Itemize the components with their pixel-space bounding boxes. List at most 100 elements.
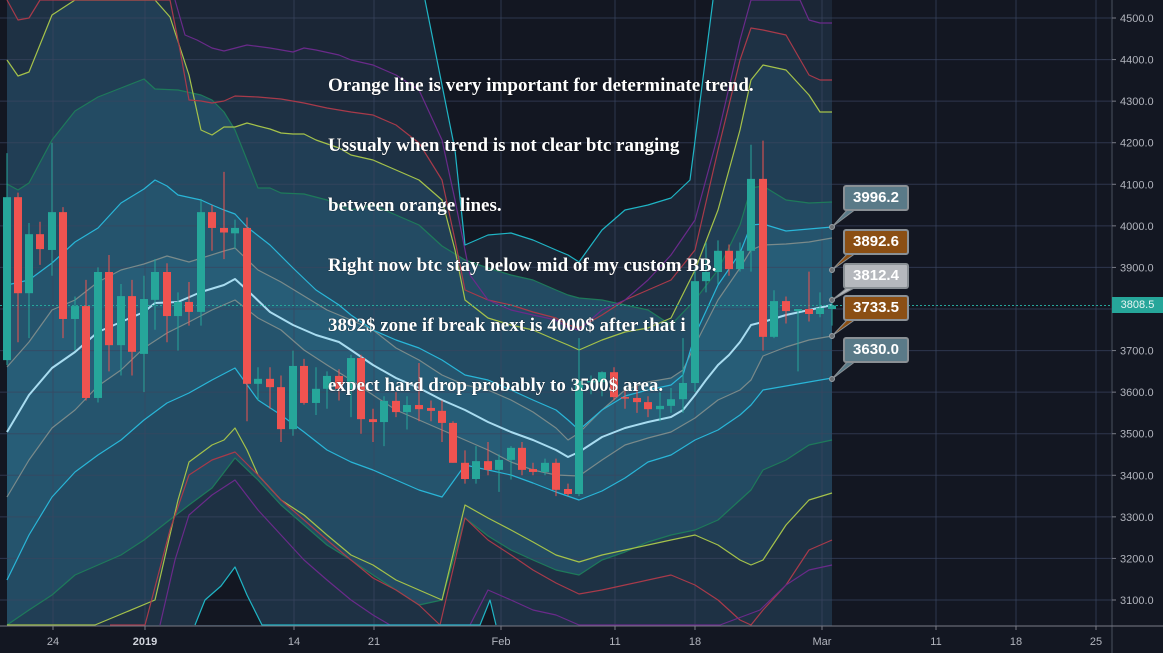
last-price-badge: 3808.5 bbox=[1112, 297, 1163, 313]
candle[interactable] bbox=[415, 363, 423, 422]
candle[interactable] bbox=[770, 290, 778, 339]
annotation-text[interactable]: Orange line is very important for determ… bbox=[328, 36, 754, 416]
candle[interactable] bbox=[541, 458, 549, 476]
candle[interactable] bbox=[3, 153, 11, 366]
candle[interactable] bbox=[794, 308, 802, 372]
candle[interactable] bbox=[518, 442, 526, 476]
callout-anchor bbox=[829, 333, 835, 339]
annotation-line: 3892$ zone if break next is 4000$ after … bbox=[328, 315, 686, 336]
candle[interactable] bbox=[220, 171, 228, 260]
candle[interactable] bbox=[347, 354, 355, 418]
candle[interactable] bbox=[484, 442, 492, 476]
time-axis[interactable]: 24 2019 14 21 Feb 11 18 Mar 11 18 25 bbox=[0, 625, 1163, 648]
price-tick-label: 3500.0 bbox=[1120, 429, 1154, 441]
price-tick-label: 4200.0 bbox=[1120, 138, 1154, 150]
candle[interactable] bbox=[461, 450, 469, 484]
time-tick-label: 11 bbox=[930, 636, 941, 648]
callout-anchor bbox=[829, 376, 835, 382]
candle[interactable] bbox=[552, 458, 560, 497]
candle[interactable] bbox=[335, 369, 343, 401]
candle[interactable] bbox=[679, 338, 687, 413]
candle[interactable] bbox=[174, 292, 182, 351]
candle[interactable] bbox=[449, 421, 457, 463]
price-callout[interactable]: 3812.4 bbox=[843, 263, 909, 289]
candle[interactable] bbox=[117, 284, 125, 376]
price-axis[interactable]: 4500.0 4400.0 4300.0 4200.0 4100.0 4000.0 3900… bbox=[1111, 0, 1154, 653]
candle[interactable] bbox=[48, 142, 56, 276]
candle[interactable] bbox=[587, 375, 595, 395]
candle[interactable] bbox=[598, 371, 606, 397]
candle[interactable] bbox=[507, 446, 515, 480]
candle[interactable] bbox=[392, 392, 400, 418]
candle[interactable] bbox=[25, 222, 33, 339]
candle[interactable] bbox=[243, 217, 251, 422]
candle[interactable] bbox=[759, 140, 767, 351]
candle[interactable] bbox=[816, 292, 824, 318]
candle[interactable] bbox=[564, 483, 572, 497]
candle[interactable] bbox=[36, 221, 44, 265]
candle[interactable] bbox=[266, 367, 274, 409]
price-tick-label: 3900.0 bbox=[1120, 262, 1154, 274]
candle[interactable] bbox=[94, 267, 102, 403]
callout-anchor bbox=[829, 297, 835, 303]
candle[interactable] bbox=[197, 198, 205, 326]
candle[interactable] bbox=[369, 408, 377, 443]
candle[interactable] bbox=[427, 400, 435, 422]
candle[interactable] bbox=[357, 354, 365, 434]
candle[interactable] bbox=[277, 375, 285, 443]
candle[interactable] bbox=[208, 205, 216, 251]
candle[interactable] bbox=[300, 358, 308, 405]
candle[interactable] bbox=[633, 385, 641, 413]
candle[interactable] bbox=[782, 296, 790, 324]
candle[interactable] bbox=[747, 144, 755, 272]
candle[interactable] bbox=[128, 279, 136, 376]
annotation-line: expect hard drop probably to 3500$ area. bbox=[328, 375, 664, 396]
candlestick-series[interactable] bbox=[3, 140, 836, 497]
price-callout[interactable]: 3996.2 bbox=[843, 185, 909, 211]
candle[interactable] bbox=[14, 192, 22, 343]
price-callout[interactable]: 3892.6 bbox=[843, 229, 909, 255]
candle[interactable] bbox=[185, 281, 193, 326]
callout-anchor bbox=[829, 267, 835, 273]
candle[interactable] bbox=[254, 367, 262, 401]
bb-upper-6-line bbox=[174, 0, 832, 331]
candle[interactable] bbox=[403, 396, 411, 430]
candle[interactable] bbox=[610, 367, 618, 401]
candle[interactable] bbox=[702, 242, 710, 293]
candle[interactable] bbox=[312, 367, 320, 416]
candle[interactable] bbox=[621, 387, 629, 409]
candle[interactable] bbox=[667, 387, 675, 413]
candle[interactable] bbox=[163, 263, 171, 343]
candle[interactable] bbox=[380, 396, 388, 447]
candle[interactable] bbox=[323, 371, 331, 409]
candle[interactable] bbox=[656, 392, 664, 422]
candle[interactable] bbox=[575, 338, 583, 497]
bb-mid-line bbox=[6, 278, 833, 458]
candle[interactable] bbox=[805, 271, 813, 322]
price-callout[interactable]: 3630.0 bbox=[843, 337, 909, 363]
candle[interactable] bbox=[140, 275, 148, 393]
candle[interactable] bbox=[289, 350, 297, 436]
candle[interactable] bbox=[472, 446, 480, 484]
candle[interactable] bbox=[644, 396, 652, 418]
candle[interactable] bbox=[438, 400, 446, 443]
time-tick-label: 14 bbox=[288, 636, 300, 648]
candle[interactable] bbox=[736, 242, 744, 272]
candle[interactable] bbox=[691, 267, 699, 393]
candle[interactable] bbox=[529, 462, 537, 476]
price-tick-label: 3400.0 bbox=[1120, 470, 1154, 482]
bb-lower-7-line bbox=[194, 566, 497, 626]
candle[interactable] bbox=[82, 279, 90, 401]
candle[interactable] bbox=[151, 259, 159, 330]
candle[interactable] bbox=[71, 296, 79, 351]
candle[interactable] bbox=[714, 240, 722, 285]
candle[interactable] bbox=[59, 207, 67, 339]
annotation-line: Right now btc stay below mid of my custo… bbox=[328, 255, 717, 276]
candle[interactable] bbox=[495, 454, 503, 492]
candle[interactable] bbox=[725, 244, 733, 276]
price-tick-label: 4300.0 bbox=[1120, 96, 1154, 108]
candle[interactable] bbox=[231, 219, 239, 249]
price-callout[interactable]: 3733.5 bbox=[843, 295, 909, 321]
candle[interactable] bbox=[105, 254, 113, 372]
